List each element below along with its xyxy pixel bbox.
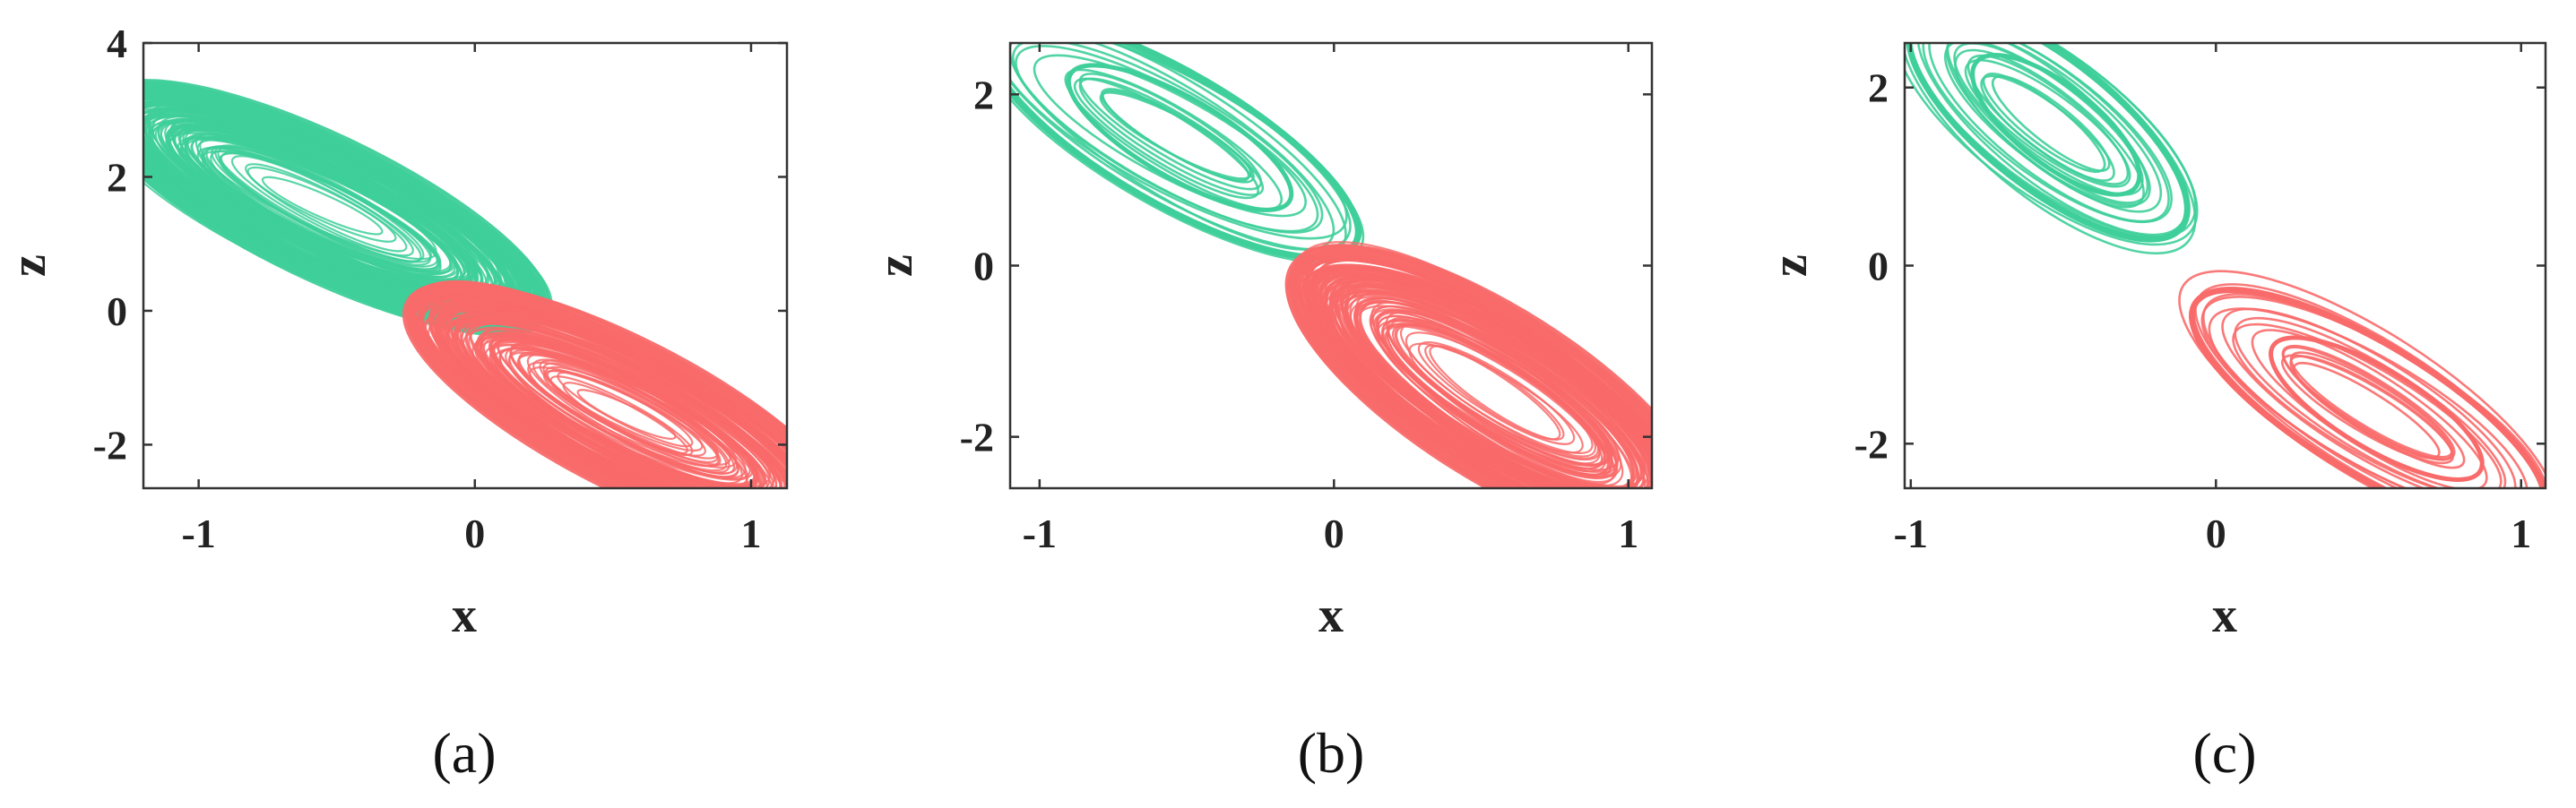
x-tick-label: 1 [740, 511, 761, 556]
plot-area [1010, 43, 1652, 488]
orbit-trajectory [214, 144, 439, 271]
orbit-trajectory [546, 369, 704, 452]
y-tick-label: -2 [93, 422, 127, 468]
series-green-wing [143, 79, 553, 337]
orbit-trajectory [491, 339, 759, 488]
orbit-trajectory [1916, 43, 2188, 236]
orbit-trajectory [1417, 341, 1576, 445]
orbit-trajectory [1991, 74, 2111, 172]
series-red-wing [1284, 241, 1652, 488]
orbit-trajectory [190, 136, 459, 279]
y-tick-label: -2 [1854, 421, 1889, 467]
orbit-trajectory [1325, 285, 1652, 488]
orbit-trajectory [2280, 354, 2455, 465]
x-tick-label: 0 [464, 511, 485, 556]
orbit-trajectory [476, 328, 782, 488]
orbit-trajectory [1928, 43, 2170, 223]
outer-band [1284, 244, 1652, 488]
orbit-trajectory [1429, 345, 1565, 441]
y-tick-label: 2 [1868, 65, 1889, 111]
orbit-trajectory [2208, 307, 2528, 488]
y-axis-label: z [1, 254, 56, 277]
x-tick-label: 1 [2511, 511, 2531, 556]
panel-b: -1 0 1 -2 0 2 x z (b) [868, 41, 1654, 785]
x-axis-label: x [1318, 588, 1344, 643]
orbit-trajectory [1377, 314, 1609, 477]
outer-band [402, 280, 787, 488]
panel-caption: (b) [1298, 721, 1365, 785]
orbit-trajectory [1953, 43, 2144, 196]
inner-cycle [1970, 52, 2142, 197]
x-tick-label: 0 [1324, 511, 1344, 556]
orbit-trajectory [437, 304, 787, 488]
inner-cycle [2269, 335, 2485, 482]
x-tick-label: 1 [1618, 511, 1638, 556]
orbit-trajectory [1064, 68, 1284, 211]
orbit-trajectory [1011, 43, 1324, 234]
y-tick-label: 2 [107, 154, 127, 200]
orbit-trajectory [1369, 305, 1624, 487]
series-red-wing [2178, 270, 2546, 488]
y-axis-label: z [1762, 254, 1818, 277]
y-tick-label: 0 [973, 244, 994, 289]
orbit-trajectory [461, 322, 787, 488]
series-red-wing [402, 279, 787, 488]
orbit-trajectory [449, 303, 787, 488]
panel-caption: (a) [432, 721, 496, 785]
orbit-trajectory [245, 163, 408, 253]
orbit-trajectory [1945, 43, 2163, 213]
orbit-trajectory [1316, 272, 1652, 488]
orbit-trajectory [1386, 322, 1607, 473]
orbit-trajectory [518, 351, 730, 474]
y-tick-label: 2 [973, 72, 994, 117]
x-axis-label: x [2212, 588, 2237, 643]
y-tick-label: -2 [960, 415, 994, 460]
panel-caption: (c) [2192, 721, 2256, 785]
orbit-trajectory [478, 328, 775, 488]
orbit-trajectory [1073, 77, 1259, 200]
orbit-trajectory [1033, 54, 1307, 218]
orbit-trajectory [261, 176, 384, 236]
inner-cycle [1066, 63, 1294, 212]
orbit-trajectory [1355, 297, 1636, 488]
orbit-trajectory [2221, 307, 2517, 488]
x-axis-label: x [452, 588, 477, 643]
orbit-trajectory [1424, 344, 1561, 441]
plot-area [1905, 43, 2546, 488]
orbit-trajectory [1906, 43, 2197, 238]
axes-frame [142, 41, 789, 490]
orbit-trajectory [219, 152, 433, 263]
orbit-trajectory [180, 137, 460, 282]
orbit-trajectory [1078, 73, 1263, 191]
orbit-trajectory [1967, 54, 2130, 185]
y-tick-label: 4 [107, 21, 127, 66]
dominant-cycle [1906, 43, 2191, 243]
orbit-trajectory [539, 359, 722, 468]
panel-a: -1 0 1 -2 0 2 4 x z (a) [1, 21, 789, 785]
orbit-trajectory [447, 304, 787, 488]
orbit-trajectory [2289, 351, 2453, 459]
panel-c: -1 0 1 -2 0 2 x z (c) [1762, 41, 2547, 785]
orbit-trajectory [557, 371, 694, 448]
orbit-trajectory [562, 382, 688, 455]
x-tick-label: -1 [1894, 511, 1928, 556]
orbit-trajectory [1010, 43, 1336, 251]
x-tick-label: -1 [1023, 511, 1057, 556]
y-axis-label: z [868, 254, 923, 277]
series-green-wing [1905, 43, 2199, 255]
orbit-trajectory [246, 166, 397, 243]
x-tick-label: -1 [181, 511, 215, 556]
x-tick-label: 0 [2206, 511, 2226, 556]
y-tick-label: 0 [1868, 244, 1889, 289]
y-tick-label: 0 [107, 288, 127, 334]
orbit-trajectory [1358, 300, 1635, 488]
orbit-trajectory [438, 305, 787, 488]
dominant-cycle [2189, 287, 2546, 488]
plot-area [143, 79, 787, 488]
orbit-trajectory [1010, 43, 1348, 240]
orbit-trajectory [1335, 279, 1652, 488]
